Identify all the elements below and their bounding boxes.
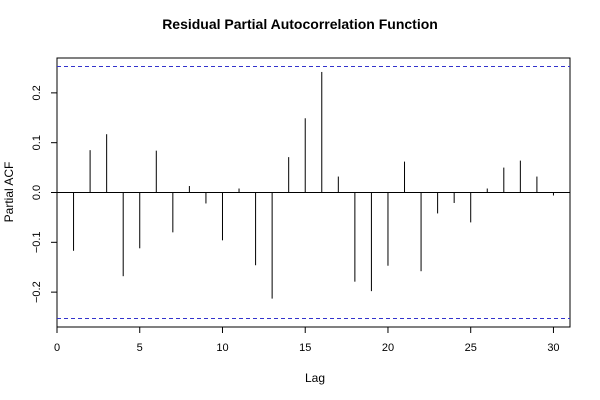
chart-title: Residual Partial Autocorrelation Functio… xyxy=(162,16,438,32)
x-tick-label: 15 xyxy=(299,342,311,354)
y-tick-label: 0.2 xyxy=(31,85,43,100)
x-tick-label: 0 xyxy=(54,342,60,354)
y-tick-label: −0.1 xyxy=(31,231,43,253)
y-tick-label: −0.2 xyxy=(31,281,43,303)
x-tick-label: 30 xyxy=(547,342,559,354)
x-tick-label: 5 xyxy=(137,342,143,354)
x-tick-label: 10 xyxy=(216,342,228,354)
x-axis-label: Lag xyxy=(305,371,325,385)
x-tick-label: 20 xyxy=(382,342,394,354)
y-tick-label: 0.0 xyxy=(31,185,43,200)
plot-area: 0 5 10 15 20 25 30 −0.2 −0.1 0.0 0.1 0.2 xyxy=(31,65,570,354)
y-axis-label: Partial ACF xyxy=(2,162,16,223)
x-tick-label: 25 xyxy=(465,342,477,354)
y-tick-label: 0.1 xyxy=(31,135,43,150)
